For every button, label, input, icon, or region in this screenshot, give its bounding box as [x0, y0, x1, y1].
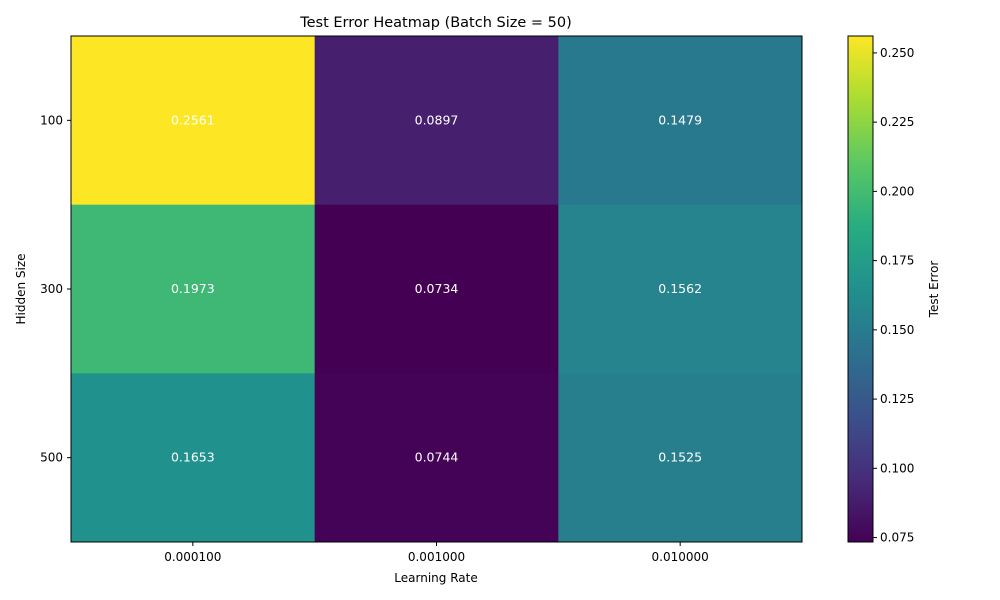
y-tick-label: 100 [40, 113, 63, 127]
y-axis-label: Hidden Size [14, 253, 28, 324]
colorbar-tick-label: 0.200 [880, 184, 914, 198]
cell-value-label: 0.0734 [415, 281, 459, 296]
colorbar-label: Test Error [927, 261, 941, 319]
heatmap-cells [71, 36, 803, 543]
cell-value-label: 0.1653 [171, 450, 215, 465]
heatmap-cell [558, 36, 803, 206]
colorbar-tick-label: 0.100 [880, 461, 914, 475]
colorbar-tick-label: 0.225 [880, 115, 914, 129]
colorbar-tick-label: 0.250 [880, 46, 914, 60]
cell-value-label: 0.0897 [415, 112, 459, 127]
x-tick-label: 0.000100 [164, 550, 221, 564]
cell-value-label: 0.1562 [658, 281, 702, 296]
x-axis-ticks: 0.000100 0.001000 0.010000 [164, 542, 709, 564]
heatmap-cell [314, 36, 559, 206]
colorbar-tick-label: 0.125 [880, 392, 914, 406]
y-tick-label: 300 [40, 282, 63, 296]
colorbar-tick-label: 0.175 [880, 254, 914, 268]
heatmap-cell [71, 373, 316, 543]
y-tick-label: 500 [40, 451, 63, 465]
heatmap-cell [314, 373, 559, 543]
chart-title: Test Error Heatmap (Batch Size = 50) [299, 15, 572, 31]
cell-value-label: 0.1479 [658, 112, 702, 127]
x-axis-label: Learning Rate [394, 571, 477, 585]
heatmap-cell [71, 204, 316, 374]
x-tick-label: 0.010000 [652, 550, 709, 564]
colorbar-tick-label: 0.075 [880, 531, 914, 545]
cell-value-label: 0.2561 [171, 112, 215, 127]
colorbar-tick-label: 0.150 [880, 323, 914, 337]
heatmap-cell [71, 36, 316, 206]
heatmap-cell [314, 204, 559, 374]
heatmap-cell [558, 373, 803, 543]
heatmap-cell [558, 204, 803, 374]
cell-value-label: 0.0744 [415, 450, 459, 465]
y-axis-ticks: 100 300 500 [40, 113, 71, 465]
cell-value-label: 0.1973 [171, 281, 215, 296]
cell-value-label: 0.1525 [658, 450, 702, 465]
x-tick-label: 0.001000 [408, 550, 465, 564]
heatmap-cell-labels: 0.2561 0.0897 0.1479 0.1973 0.0734 0.1562 0.16… [171, 112, 702, 464]
colorbar-ticks: 0.075 0.100 0.125 0.150 0.175 0.200 0.225 0.250 [873, 46, 914, 545]
colorbar [847, 35, 874, 543]
